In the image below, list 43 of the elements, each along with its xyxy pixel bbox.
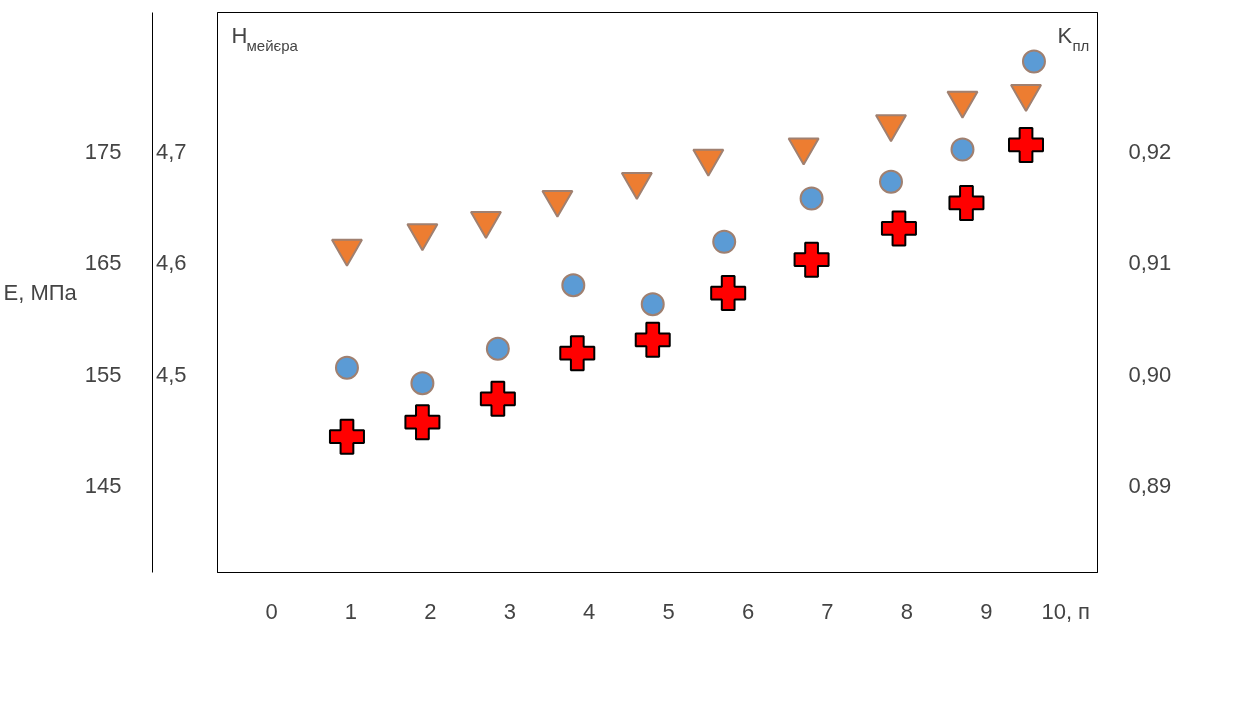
x-tick-label: 7	[821, 598, 834, 624]
point	[334, 355, 359, 380]
y-axis-title: E, МПа	[3, 280, 78, 305]
point	[640, 292, 665, 317]
y2-tick-label: 4,6	[155, 250, 187, 276]
x-tick-label: 4	[583, 598, 596, 624]
y3-tick-label: 0,90	[1128, 361, 1172, 387]
point	[404, 404, 441, 441]
y-tick-label: 145	[84, 473, 122, 499]
point	[879, 169, 903, 194]
x-tick-label: 1	[344, 598, 358, 624]
point	[950, 137, 975, 162]
x-tick-label: 6	[741, 598, 755, 624]
point	[948, 184, 985, 221]
x-tick-label: 0	[265, 598, 278, 624]
y-tick-label: 155	[84, 361, 122, 387]
y2-tick-label: 4,7	[155, 139, 187, 165]
point	[712, 229, 737, 254]
point	[485, 336, 510, 361]
x-tick-label: 5	[662, 598, 675, 624]
x-tick-label: 9	[980, 598, 993, 624]
x-tick-label: 3	[503, 598, 516, 624]
point	[634, 321, 671, 358]
point	[710, 275, 747, 312]
y3-tick-label: 0,89	[1128, 473, 1172, 499]
point	[410, 371, 435, 396]
x-tick-label: 8	[900, 598, 914, 624]
x-tick-label: 10, п	[1041, 598, 1091, 624]
point	[328, 418, 365, 455]
point	[479, 380, 516, 417]
point	[561, 273, 586, 298]
point	[799, 186, 824, 211]
y-tick-label: 175	[84, 139, 122, 165]
point	[793, 241, 830, 278]
point	[559, 335, 596, 372]
x-tick-label: 2	[424, 598, 437, 624]
y2-tick-label: 4,5	[155, 361, 187, 387]
y3-tick-label: 0,92	[1128, 139, 1172, 165]
point	[1021, 49, 1046, 74]
point	[880, 210, 917, 247]
y3-tick-label: 0,91	[1128, 250, 1172, 276]
y-tick-label: 165	[84, 250, 122, 276]
point	[1008, 126, 1045, 163]
